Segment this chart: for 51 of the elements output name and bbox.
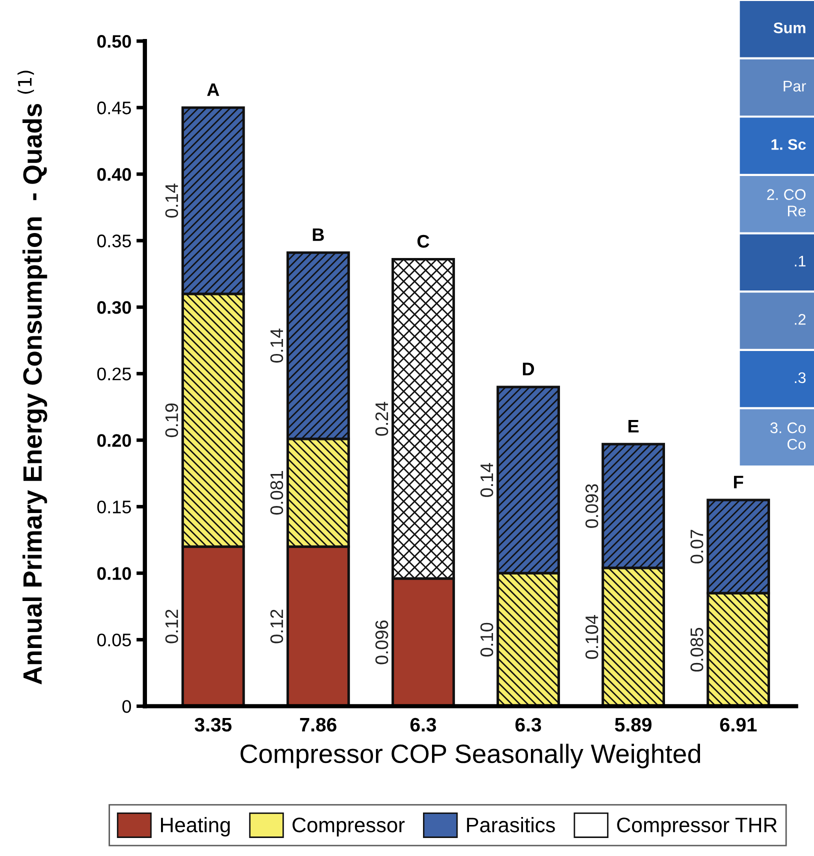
text: Sum: [774, 22, 806, 34]
data-label: 0.14: [165, 184, 178, 218]
y-tick-label: 0.20: [97, 434, 131, 447]
legend-label: Compressor THR: [617, 818, 777, 836]
annotation: 1. Sc: [772, 139, 806, 150]
x-tick-label: 3.35: [194, 718, 232, 732]
data-label: 0.081: [270, 470, 284, 515]
y-tick-label: 0.30: [97, 301, 131, 314]
annotation: E: [628, 420, 639, 432]
annotation: C: [417, 234, 430, 248]
x-tick-label: 6.3: [410, 718, 436, 732]
annotation: Par: [784, 80, 806, 92]
data-label: 0.14: [270, 328, 284, 363]
y-tick-label: 0.05: [97, 634, 131, 646]
annotation: 3. Co Co: [770, 422, 806, 450]
y-tick-label: 0.40: [97, 168, 131, 181]
data-label: 0.07: [690, 530, 704, 564]
data-label: 0.24: [375, 402, 388, 436]
annotation: 2. CO Re: [767, 189, 806, 216]
data-label: 0.12: [165, 610, 178, 644]
annotation: A: [207, 83, 220, 96]
annotation: F: [734, 476, 744, 488]
x-tick-label: 6.91: [720, 718, 757, 732]
data-label: 0.19: [165, 403, 178, 438]
annotation: B: [312, 228, 324, 241]
y-tick-label: 0.45: [97, 102, 131, 114]
data-label: 0.096: [375, 620, 388, 664]
data-label: 0.14: [480, 463, 494, 497]
annotation: D: [522, 362, 534, 376]
x-tick-label: 6.3: [515, 718, 542, 732]
legend-label: Compressor: [292, 818, 405, 836]
y-tick-label: 0.35: [97, 234, 131, 248]
annotation: .3: [794, 372, 806, 384]
y-tick-label: 0: [122, 700, 131, 713]
data-label: 0.093: [585, 484, 598, 528]
x-tick-label: 5.89: [614, 718, 652, 732]
annotation: .1: [794, 256, 806, 266]
y-tick-label: 0.25: [97, 368, 131, 380]
data-label: 0.085: [690, 628, 704, 672]
y-axis-title: Annual Primary Energy Consumption - Quads $^{(1)}$: [18, 70, 48, 684]
data-label: 0.12: [270, 610, 284, 644]
x-tick-label: 7.86: [300, 718, 336, 732]
data-label: 0.104: [585, 614, 598, 659]
y-tick-label: 0.10: [97, 567, 131, 580]
legend-label: Parasitics: [467, 817, 555, 832]
data-label: 0.10: [480, 622, 494, 657]
x-axis-title: Compressor COP Seasonally Weighted: [240, 744, 700, 768]
annotation: .2: [794, 314, 806, 325]
y-tick-label: 0.50: [97, 35, 131, 48]
y-tick-label: 0.15: [97, 500, 131, 514]
legend-label: Heating: [161, 817, 230, 836]
